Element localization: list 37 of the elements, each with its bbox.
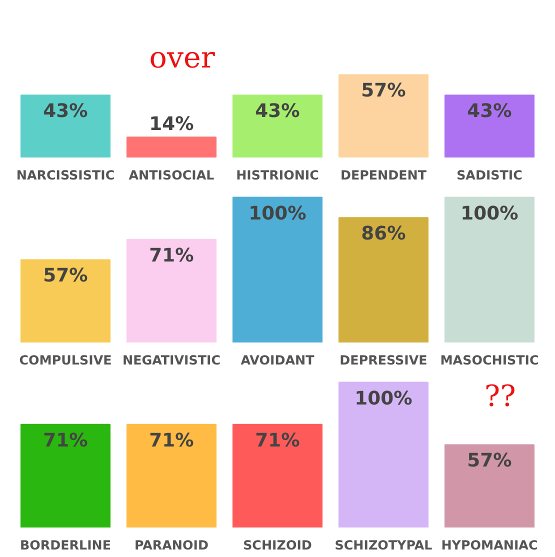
data-label: 43% — [467, 101, 512, 122]
x-tick-label: SCHIZOID — [243, 538, 312, 552]
bar — [444, 196, 535, 342]
data-label: 43% — [255, 101, 300, 122]
x-tick-label: ANTISOCIAL — [128, 168, 214, 182]
x-tick-label: AVOIDANT — [240, 352, 315, 368]
data-label: 57% — [361, 80, 406, 102]
x-tick-label: NEGATIVISTIC — [122, 352, 221, 368]
data-label: 71% — [149, 245, 194, 266]
bar — [20, 259, 111, 342]
bar — [338, 217, 429, 342]
data-label: 100% — [460, 203, 519, 224]
x-tick-label: COMPULSIVE — [19, 352, 112, 368]
bar — [232, 196, 323, 342]
data-label: 100% — [354, 388, 413, 410]
bar — [126, 238, 217, 342]
data-label: 86% — [361, 224, 406, 245]
data-label: 100% — [248, 203, 307, 224]
data-label: 57% — [43, 266, 88, 287]
x-tick-label: MASOCHISTIC — [440, 352, 539, 368]
x-tick-label: DEPENDENT — [340, 168, 427, 182]
x-tick-label: SCHIZOTYPAL — [334, 538, 432, 552]
x-tick-label: NARCISSISTIC — [16, 168, 115, 182]
annotation: ?? — [484, 379, 516, 414]
data-label: 14% — [149, 114, 194, 136]
x-tick-label: HYPOMANIAC — [441, 538, 538, 552]
x-tick-label: PARANOID — [134, 538, 209, 552]
x-tick-label: HISTRIONIC — [236, 168, 319, 182]
data-label: 71% — [149, 430, 194, 452]
x-tick-label: BORDERLINE — [20, 538, 112, 552]
data-label: 57% — [467, 450, 512, 472]
x-tick-label: SADISTIC — [456, 168, 522, 182]
data-label: 71% — [255, 430, 300, 452]
data-label: 43% — [43, 101, 88, 122]
text: over — [149, 40, 216, 74]
x-tick-label: DEPRESSIVE — [340, 352, 428, 368]
data-label: 71% — [43, 430, 88, 452]
